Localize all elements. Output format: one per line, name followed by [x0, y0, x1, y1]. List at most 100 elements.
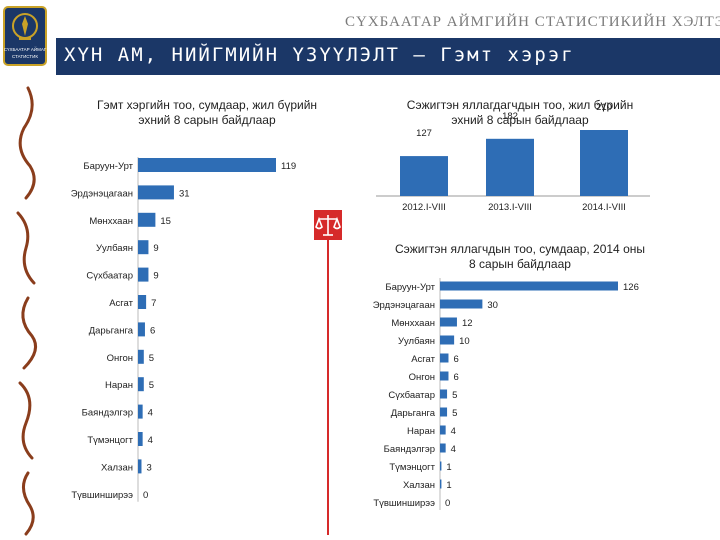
chart3-value-label: 30: [487, 300, 498, 311]
chart3-category-label: Түмэнцогт: [389, 462, 435, 473]
chart1-bar: [138, 459, 142, 474]
chart3-value-label: 10: [459, 336, 470, 347]
chart3-bar: [440, 281, 618, 291]
chart3-bar: [440, 425, 446, 435]
header: [0, 0, 720, 35]
chart2-category-label: 2014.I-VIII: [582, 202, 626, 213]
chart1-category-label: Сүхбаатар: [86, 271, 133, 282]
chart2-bar: [486, 138, 534, 196]
chart3-category-label: Баруун-Урт: [385, 282, 435, 293]
chart2-bar: [400, 156, 448, 196]
chart1-value-label: 31: [179, 188, 190, 199]
chart1-value-label: 5: [149, 380, 154, 391]
chart1-value-label: 4: [148, 408, 153, 419]
chart3-value-label: 5: [452, 408, 457, 419]
chart3-category-label: Эрдэнэцагаан: [373, 300, 435, 311]
chart1-value-label: 4: [148, 435, 153, 446]
chart3-value-label: 6: [453, 372, 458, 383]
logo-emblem-icon: СҮХБААТАР АЙМАГ СТАТИСТИК: [3, 6, 47, 66]
chart3-value-label: 0: [445, 498, 450, 509]
chart3-category-label: Түвшинширээ: [373, 498, 435, 509]
chart1-value-label: 3: [146, 462, 151, 473]
chart1-category-label: Онгон: [107, 353, 133, 364]
chart3-category-label: Халзан: [403, 480, 435, 491]
title-bar: ХҮН АМ, НИЙГМИЙН ҮЗҮҮЛЭЛТ – Гэмт хэрэг: [56, 38, 720, 75]
page-title: ХҮН АМ, НИЙГМИЙН ҮЗҮҮЛЭЛТ – Гэмт хэрэг: [64, 44, 575, 66]
chart3-value-label: 12: [462, 318, 473, 329]
chart3-category-label: Баяндэлгэр: [384, 444, 435, 455]
chart3-value-label: 6: [453, 354, 458, 365]
chart1-value-label: 7: [151, 298, 156, 309]
chart1-value-label: 0: [143, 490, 148, 501]
chart3-category-label: Онгон: [409, 372, 435, 383]
chart3-value-label: 4: [451, 426, 456, 437]
chart3-bar: [440, 371, 449, 381]
chart1-category-label: Түмэнцогт: [87, 435, 133, 446]
chart3-category-label: Сүхбаатар: [388, 390, 435, 401]
chart1-value-label: 119: [281, 161, 296, 172]
justice-scale-icon: [314, 210, 342, 240]
chart1-value-label: 9: [153, 271, 158, 282]
chart3-bar: [440, 389, 448, 399]
chart3-category-label: Дарьганга: [391, 408, 436, 419]
chart1-bar: [138, 349, 144, 364]
chart3-bar: [440, 353, 449, 363]
chart1-category-label: Баруун-Урт: [83, 161, 133, 172]
chart1-bar: [138, 404, 143, 419]
chart2-value-label: 127: [416, 128, 432, 139]
chart1-bar: [138, 212, 156, 227]
chart3-bar: [440, 461, 442, 471]
chart1-category-label: Мөнххаан: [89, 216, 133, 227]
chart2-value-label: 210: [596, 102, 612, 113]
chart3-bar: [440, 407, 448, 417]
chart3-value-label: 126: [623, 282, 639, 293]
chart3-category-label: Мөнххаан: [391, 318, 435, 329]
chart3-category-label: Асгат: [411, 354, 435, 365]
chart2-category-label: 2013.I-VIII: [488, 202, 532, 213]
chart1-category-label: Наран: [105, 380, 133, 391]
chart2-category-label: 2012.I-VIII: [402, 202, 446, 213]
chart1-value-label: 9: [153, 243, 158, 254]
chart1-value-label: 6: [150, 325, 155, 336]
chart3-bar: [440, 299, 483, 309]
chart1-bar: [138, 158, 276, 172]
chart1-value-label: 15: [160, 216, 171, 227]
chart2-value-label: 182: [502, 111, 518, 122]
logo-caption: СТАТИСТИК: [12, 54, 38, 59]
chart2-title: Сэжигтэн яллагдагчдын тоо, жил бүрийн эх…: [406, 98, 634, 127]
chart3-value-label: 1: [446, 480, 451, 491]
chart3-value-label: 1: [446, 462, 451, 473]
chart3-bar: [440, 443, 446, 453]
logo-text: СҮХБААТАР АЙМАГ: [4, 45, 47, 52]
org-name: СҮХБААТАР АЙМГИЙН СТАТИСТИКИЙН ХЭЛТЭС: [345, 14, 720, 30]
chart3-bar: [440, 317, 457, 327]
chart1-category-label: Уулбаян: [96, 243, 133, 254]
chart1-category-label: Баяндэлгэр: [82, 408, 133, 419]
chart3-category-label: Уулбаян: [398, 336, 435, 347]
chart3-category-label: Наран: [407, 426, 435, 437]
chart2-bar: [580, 130, 628, 196]
chart3-value-label: 4: [451, 444, 456, 455]
chart1-bar: [138, 432, 143, 446]
chart1-bar: [138, 377, 144, 392]
chart1-category-label: Асгат: [109, 298, 133, 309]
chart1-category-label: Эрдэнэцагаан: [71, 188, 133, 199]
chart3-title: Сэжигтэн яллагчдын тоо, сумдаар, 2014 он…: [394, 242, 645, 271]
mongolian-script-ornament-icon: [16, 86, 38, 536]
chart1-bar: [138, 295, 147, 309]
chart3-bar: [440, 479, 442, 489]
chart1-category-label: Түвшинширээ: [71, 490, 133, 501]
chart1-bar: [138, 322, 145, 337]
chart1-value-label: 5: [149, 353, 154, 364]
chart1-category-label: Халзан: [101, 462, 133, 473]
chart1-bar: [138, 185, 174, 200]
chart1-category-label: Дарьганга: [89, 325, 134, 336]
chart1-bar: [138, 267, 149, 282]
chart1-title: Гэмт хэргийн тоо, сумдаар, жил бүрийн эх…: [96, 98, 318, 127]
chart3-value-label: 5: [452, 390, 457, 401]
chart1-bar: [138, 240, 149, 255]
red-divider: [327, 240, 329, 535]
